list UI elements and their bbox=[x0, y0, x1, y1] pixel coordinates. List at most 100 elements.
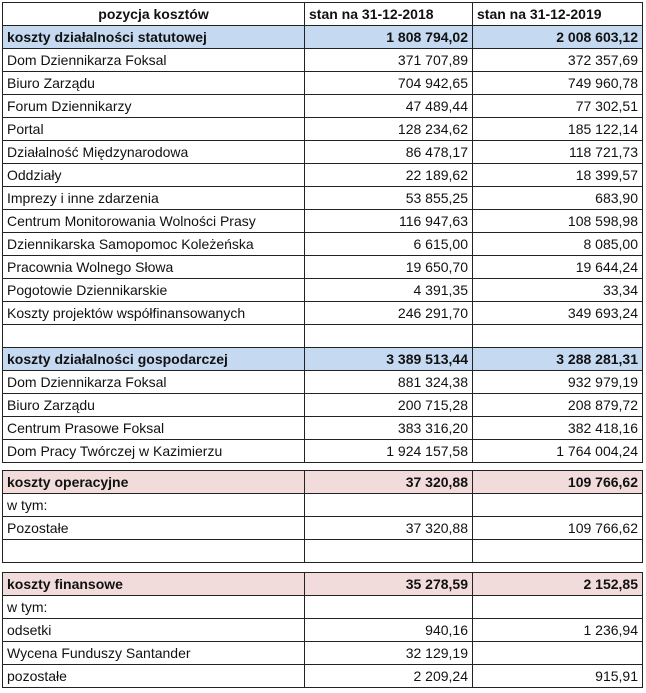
row-label: koszty działalności gospodarczej bbox=[2, 347, 305, 371]
value-2019: 749 960,78 bbox=[472, 71, 643, 95]
header-row: pozycja kosztów stan na 31-12-2018 stan … bbox=[2, 2, 643, 26]
table-row: Pozostałe 37 320,88 109 766,62 bbox=[2, 516, 643, 540]
value-2019: 3 288 281,31 bbox=[472, 347, 643, 371]
row-label: Koszty projektów współfinansowanych bbox=[2, 301, 305, 325]
row-label: pozostałe bbox=[2, 664, 305, 688]
value-2019: 915,91 bbox=[472, 664, 643, 688]
value-2018: 47 489,44 bbox=[304, 94, 473, 118]
value-2019 bbox=[472, 493, 643, 517]
value-2018: 940,16 bbox=[304, 618, 473, 642]
table-row: Forum Dziennikarzy 47 489,44 77 302,51 bbox=[2, 94, 643, 118]
value-2018 bbox=[304, 595, 473, 619]
value-2019: 1 236,94 bbox=[472, 618, 643, 642]
table-row: Pracownia Wolnego Słowa 19 650,70 19 644,2… bbox=[2, 255, 643, 279]
value-2018: 881 324,38 bbox=[304, 370, 473, 394]
table-row: Dom Dziennikarza Foksal 881 324,38 932 979… bbox=[2, 370, 643, 394]
value-2018 bbox=[304, 539, 473, 563]
value-2019: 1 764 004,24 bbox=[472, 439, 643, 463]
value-2018: 3 389 513,44 bbox=[304, 347, 473, 371]
table-row: Działalność Międzynarodowa 86 478,17 118 7… bbox=[2, 140, 643, 164]
value-2019: 372 357,69 bbox=[472, 48, 643, 72]
table-row: pozostałe 2 209,24 915,91 bbox=[2, 664, 643, 688]
value-2018: 19 650,70 bbox=[304, 255, 473, 279]
value-2018: 35 278,59 bbox=[304, 572, 473, 596]
row-label: w tym: bbox=[2, 595, 305, 619]
row-label: Pozostałe bbox=[2, 516, 305, 540]
value-2018 bbox=[304, 493, 473, 517]
costs-table-financial: koszty finansowe 35 278,59 2 152,85 w tym: o… bbox=[2, 572, 643, 688]
value-2018: 200 715,28 bbox=[304, 393, 473, 417]
value-2019: 108 598,98 bbox=[472, 209, 643, 233]
row-label: Forum Dziennikarzy bbox=[2, 94, 305, 118]
header-item: pozycja kosztów bbox=[2, 2, 305, 26]
value-2018: 6 615,00 bbox=[304, 232, 473, 256]
row-label: Biuro Zarządu bbox=[2, 71, 305, 95]
value-2018: 2 209,24 bbox=[304, 664, 473, 688]
value-2018: 1 924 157,58 bbox=[304, 439, 473, 463]
table-row: odsetki 940,16 1 236,94 bbox=[2, 618, 643, 642]
table-row: Oddziały 22 189,62 18 399,57 bbox=[2, 163, 643, 187]
row-label: koszty operacyjne bbox=[2, 470, 305, 494]
row-label bbox=[2, 324, 305, 348]
value-2019: 2 008 603,12 bbox=[472, 25, 643, 49]
section-total-row: koszty finansowe 35 278,59 2 152,85 bbox=[2, 572, 643, 596]
row-label: Biuro Zarządu bbox=[2, 393, 305, 417]
value-2018: 22 189,62 bbox=[304, 163, 473, 187]
value-2019: 19 644,24 bbox=[472, 255, 643, 279]
costs-table-operating: koszty operacyjne 37 320,88 109 766,62 w ty… bbox=[2, 470, 643, 563]
row-label: Wycena Funduszy Santander bbox=[2, 641, 305, 665]
section-total-row: koszty działalności statutowej 1 808 794,… bbox=[2, 25, 643, 49]
table-row: Biuro Zarządu 200 715,28 208 879,72 bbox=[2, 393, 643, 417]
table-row: Wycena Funduszy Santander 32 129,19 bbox=[2, 641, 643, 665]
row-label: Pracownia Wolnego Słowa bbox=[2, 255, 305, 279]
value-2018: 1 808 794,02 bbox=[304, 25, 473, 49]
row-label: Centrum Monitorowania Wolności Prasy bbox=[2, 209, 305, 233]
section-total-row: koszty operacyjne 37 320,88 109 766,62 bbox=[2, 470, 643, 494]
header-2019: stan na 31-12-2019 bbox=[472, 2, 643, 26]
value-2019: 683,90 bbox=[472, 186, 643, 210]
value-2019 bbox=[472, 641, 643, 665]
row-label: Oddziały bbox=[2, 163, 305, 187]
table-row: Centrum Monitorowania Wolności Prasy 116 … bbox=[2, 209, 643, 233]
row-label: Centrum Prasowe Foksal bbox=[2, 416, 305, 440]
value-2018 bbox=[304, 324, 473, 348]
value-2019: 208 879,72 bbox=[472, 393, 643, 417]
table-row: Dom Pracy Twórczej w Kazimierzu 1 924 157… bbox=[2, 439, 643, 463]
table-row: Centrum Prasowe Foksal 383 316,20 382 418,… bbox=[2, 416, 643, 440]
value-2018: 246 291,70 bbox=[304, 301, 473, 325]
row-label: Dziennikarska Samopomoc Koleżeńska bbox=[2, 232, 305, 256]
value-2019: 109 766,62 bbox=[472, 516, 643, 540]
row-label: w tym: bbox=[2, 493, 305, 517]
row-label: koszty finansowe bbox=[2, 572, 305, 596]
value-2018: 128 234,62 bbox=[304, 117, 473, 141]
value-2018: 704 942,65 bbox=[304, 71, 473, 95]
value-2019: 382 418,16 bbox=[472, 416, 643, 440]
value-2018: 383 316,20 bbox=[304, 416, 473, 440]
table-row: Koszty projektów współfinansowanych 246 2… bbox=[2, 301, 643, 325]
table-row: Portal 128 234,62 185 122,14 bbox=[2, 117, 643, 141]
costs-table-statutory-commercial: pozycja kosztów stan na 31-12-2018 stan … bbox=[2, 2, 643, 463]
value-2019: 8 085,00 bbox=[472, 232, 643, 256]
value-2019: 109 766,62 bbox=[472, 470, 643, 494]
row-label: odsetki bbox=[2, 618, 305, 642]
value-2019: 185 122,14 bbox=[472, 117, 643, 141]
row-label: Pogotowie Dziennikarskie bbox=[2, 278, 305, 302]
value-2018: 37 320,88 bbox=[304, 516, 473, 540]
row-label: Dom Dziennikarza Foksal bbox=[2, 48, 305, 72]
table-row: w tym: bbox=[2, 595, 643, 619]
table-row: Pogotowie Dziennikarskie 4 391,35 33,34 bbox=[2, 278, 643, 302]
value-2018: 4 391,35 bbox=[304, 278, 473, 302]
value-2018: 86 478,17 bbox=[304, 140, 473, 164]
section-total-row: koszty działalności gospodarczej 3 389 51… bbox=[2, 347, 643, 371]
value-2019: 349 693,24 bbox=[472, 301, 643, 325]
table-row: Dziennikarska Samopomoc Koleżeńska 6 615,… bbox=[2, 232, 643, 256]
row-label: koszty działalności statutowej bbox=[2, 25, 305, 49]
value-2019: 2 152,85 bbox=[472, 572, 643, 596]
table-row bbox=[2, 539, 643, 563]
row-label: Dom Pracy Twórczej w Kazimierzu bbox=[2, 439, 305, 463]
table-row bbox=[2, 324, 643, 348]
value-2019: 18 399,57 bbox=[472, 163, 643, 187]
value-2018: 37 320,88 bbox=[304, 470, 473, 494]
row-label: Imprezy i inne zdarzenia bbox=[2, 186, 305, 210]
value-2019: 33,34 bbox=[472, 278, 643, 302]
